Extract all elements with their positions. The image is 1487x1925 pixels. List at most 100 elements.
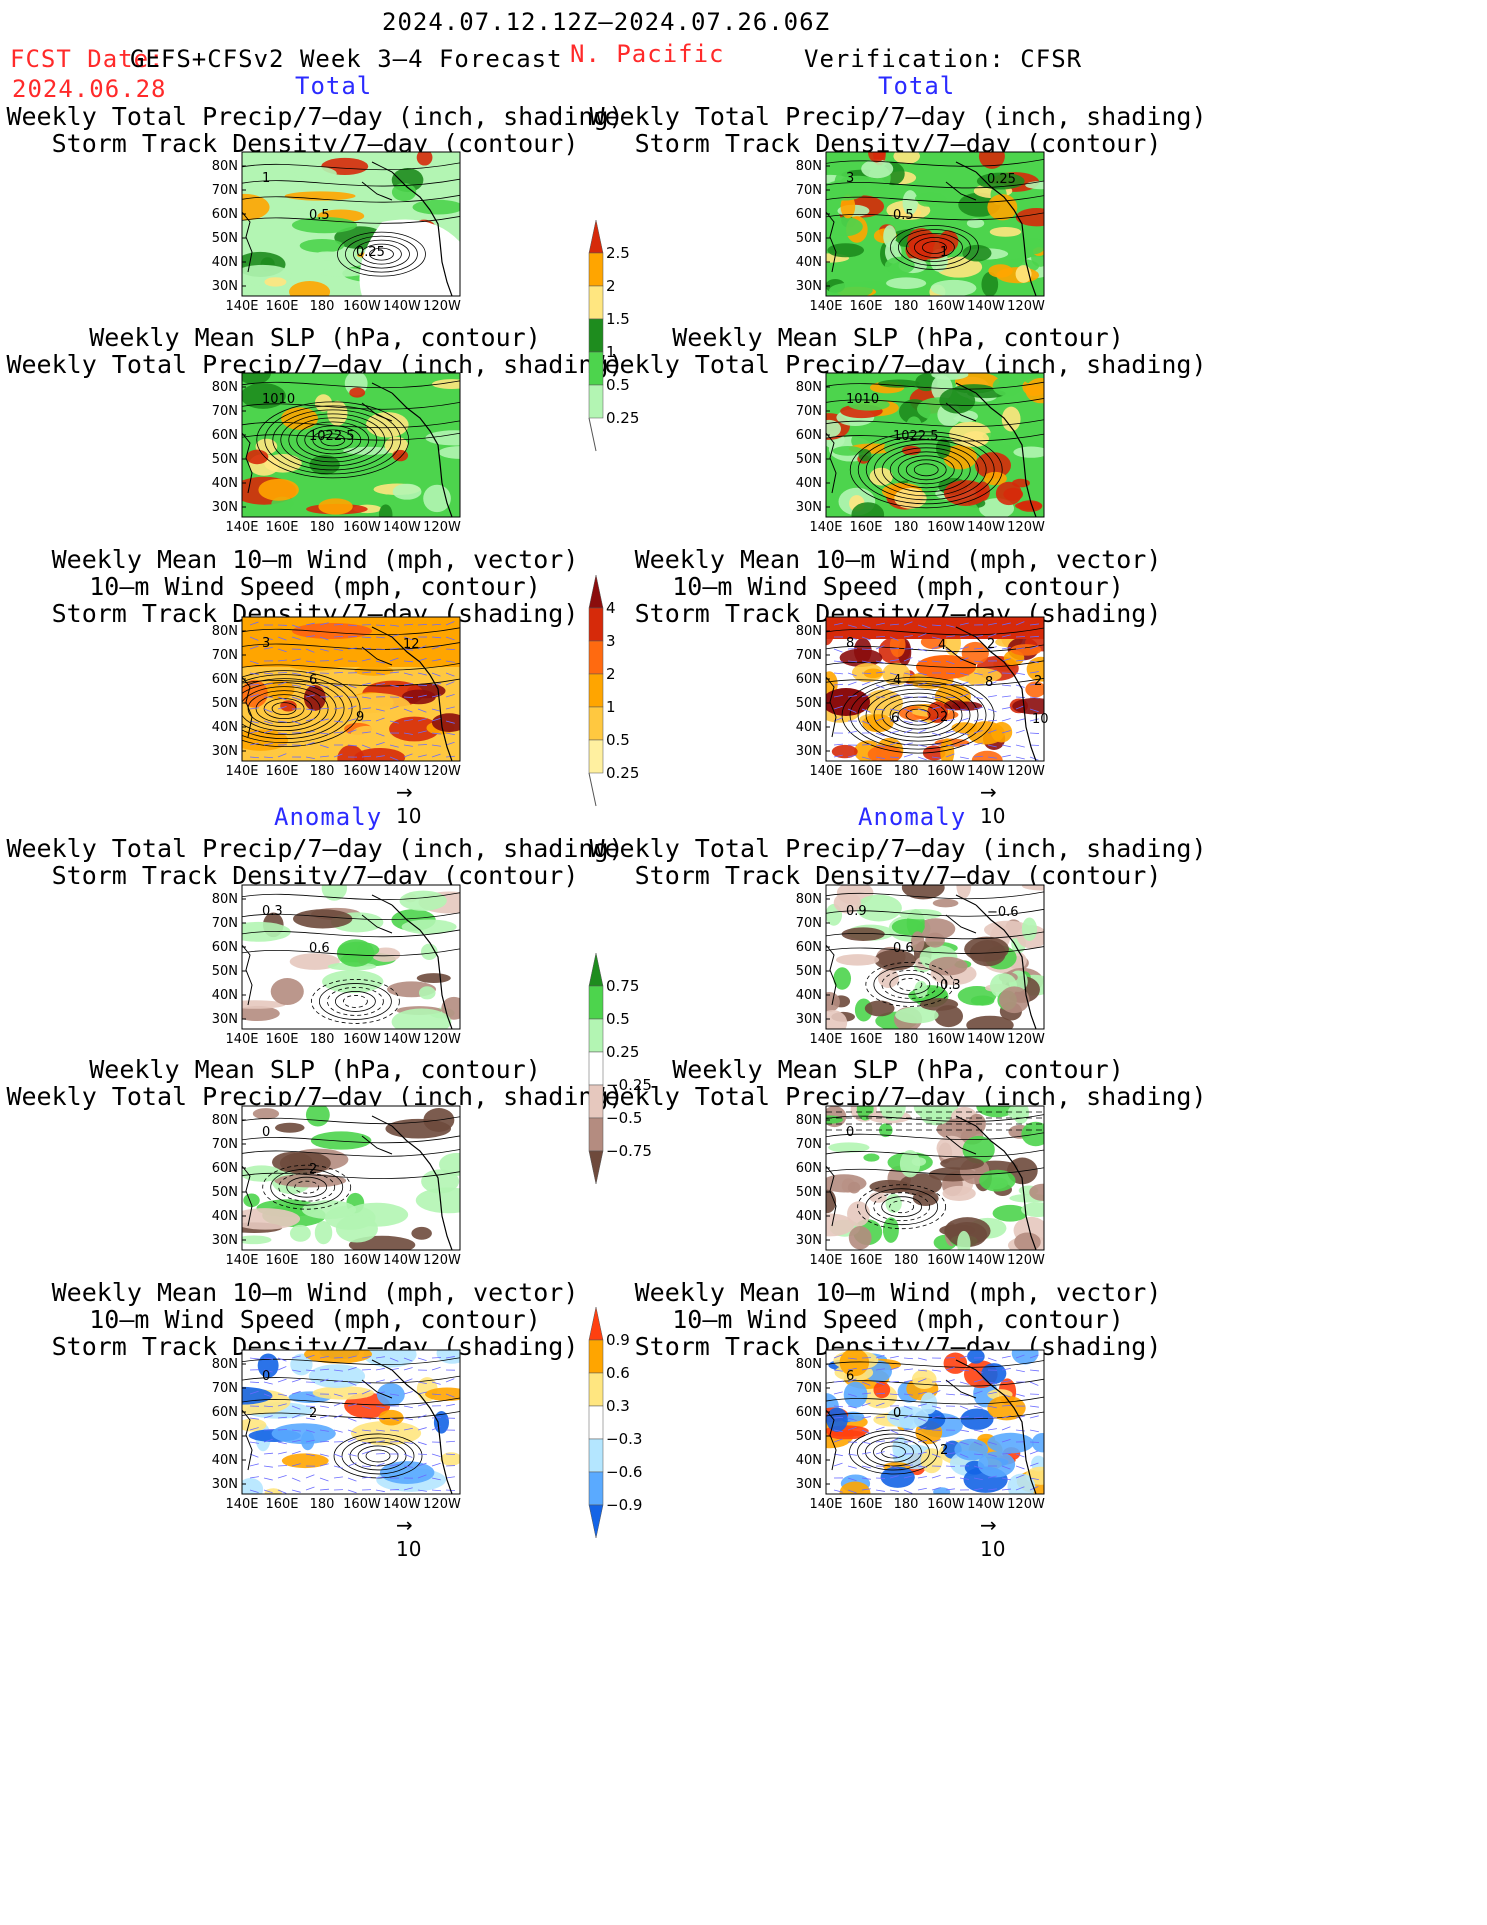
contour-label: 3 — [262, 636, 270, 651]
lat-tick-label: 70N — [212, 916, 238, 931]
title-v4: Weekly Total Precip/7–day (inch, shading… — [589, 834, 1207, 890]
lon-tick-label: 140W — [967, 1497, 1005, 1512]
lon-tick-label: 120W — [423, 1497, 461, 1512]
colorbar-precip-anom: 0.75 0.5 0.25 −0.25 −0.5 −0.75 — [588, 952, 658, 1197]
contour-label: 0 — [262, 1125, 270, 1140]
lon-tick-label: 180 — [310, 299, 335, 314]
lat-tick-label: 60N — [212, 207, 238, 222]
colorbar-label: 2 — [606, 277, 616, 295]
lat-tick-label: 50N — [796, 696, 822, 711]
lat-tick-label: 40N — [212, 988, 238, 1003]
lat-tick-label: 40N — [796, 1209, 822, 1224]
contour-label: 2 — [940, 1443, 948, 1458]
lon-tick-label: 140E — [225, 1032, 258, 1047]
contour-label: 0.5 — [309, 208, 330, 223]
lat-tick-label: 80N — [212, 1113, 238, 1128]
lon-tick-label: 180 — [310, 1032, 335, 1047]
lon-tick-label: 140E — [809, 520, 842, 535]
colorbar-label: 1 — [606, 698, 616, 716]
contour-label: 0.9 — [846, 904, 867, 919]
colorbar-label: 0.5 — [606, 376, 630, 394]
lat-tick-label: 70N — [796, 1137, 822, 1152]
lon-tick-label: 120W — [423, 1032, 461, 1047]
lon-tick-label: 160E — [265, 1497, 298, 1512]
lat-tick-label: 70N — [796, 916, 822, 931]
contour-label: 1010 — [262, 392, 295, 407]
lat-tick-label: 30N — [796, 1233, 822, 1248]
lon-tick-label: 140E — [225, 299, 258, 314]
lon-tick-label: 160W — [927, 1032, 965, 1047]
lat-tick-label: 70N — [796, 183, 822, 198]
contour-label: 6 — [846, 1369, 854, 1384]
lat-tick-label: 60N — [212, 428, 238, 443]
lat-tick-label: 60N — [796, 1405, 822, 1420]
lon-tick-label: 140E — [809, 1032, 842, 1047]
colorbar-label: 0.6 — [606, 1364, 630, 1382]
contour-label: 0.25 — [987, 172, 1016, 187]
lat-tick-label: 40N — [796, 720, 822, 735]
lon-tick-label: 140W — [383, 1032, 421, 1047]
colorbar-label: −0.6 — [606, 1463, 642, 1481]
contour-label: 4 — [938, 638, 946, 653]
lon-tick-label: 120W — [1007, 1032, 1045, 1047]
lat-tick-label: 80N — [212, 380, 238, 395]
lon-tick-label: 160W — [343, 1253, 381, 1268]
lon-tick-label: 140E — [809, 764, 842, 779]
lat-tick-label: 60N — [796, 940, 822, 955]
lat-tick-label: 50N — [212, 964, 238, 979]
lat-tick-label: 40N — [796, 1453, 822, 1468]
lat-tick-label: 40N — [796, 988, 822, 1003]
lon-tick-label: 180 — [894, 764, 919, 779]
colorbar-label: 0.25 — [606, 764, 639, 782]
colorbar-storm-total: 4 3 2 1 0.5 0.25 — [588, 574, 658, 819]
lon-tick-label: 140E — [225, 520, 258, 535]
lat-tick-label: 30N — [212, 1477, 238, 1492]
lon-tick-label: 180 — [310, 1497, 335, 1512]
contour-label: 0.6 — [309, 941, 330, 956]
lon-tick-label: 140W — [383, 299, 421, 314]
lon-tick-label: 140E — [809, 299, 842, 314]
vector-ref-v6: → 10 — [980, 1513, 1006, 1561]
contour-label: 3 — [846, 171, 854, 186]
contour-label: 0.25 — [356, 245, 385, 260]
lat-tick-label: 80N — [796, 892, 822, 907]
lat-tick-label: 60N — [212, 672, 238, 687]
lon-tick-label: 160E — [849, 520, 882, 535]
contour-label: 2 — [940, 710, 948, 725]
lon-tick-label: 160E — [265, 764, 298, 779]
title-v2: Weekly Mean SLP (hPa, contour) Weekly Tot… — [589, 323, 1207, 379]
lat-tick-label: 50N — [796, 452, 822, 467]
left-total-label: Total — [295, 72, 373, 100]
lat-tick-label: 80N — [796, 1113, 822, 1128]
lat-tick-label: 50N — [796, 1429, 822, 1444]
verification-label: Verification: CFSR — [804, 45, 1083, 73]
lon-tick-label: 160E — [849, 764, 882, 779]
colorbar-label: 0.5 — [606, 1010, 630, 1028]
lat-tick-label: 30N — [796, 500, 822, 515]
map-p2: 1010 1022.5 80N 70N 60N 50N 40N 30N 140E 160E 180 1… — [212, 372, 470, 543]
lon-tick-label: 180 — [310, 1253, 335, 1268]
left-anomaly-label: Anomaly — [274, 803, 383, 831]
lat-tick-label: 40N — [212, 720, 238, 735]
lat-tick-label: 80N — [796, 1357, 822, 1372]
contour-label: 0.6 — [893, 941, 914, 956]
product-title: GEFS+CFSv2 Week 3–4 Forecast — [130, 45, 563, 73]
lat-tick-label: 30N — [212, 1233, 238, 1248]
vector-ref-p6: → 10 — [396, 1513, 422, 1561]
contour-label: 1022.5 — [309, 429, 355, 444]
lat-tick-label: 70N — [212, 1137, 238, 1152]
right-total-label: Total — [878, 72, 956, 100]
lat-tick-label: 30N — [796, 1477, 822, 1492]
lat-tick-label: 50N — [796, 1185, 822, 1200]
lon-tick-label: 140W — [967, 299, 1005, 314]
lat-tick-label: 30N — [796, 744, 822, 759]
lon-tick-label: 140W — [383, 1253, 421, 1268]
lat-tick-label: 80N — [796, 380, 822, 395]
colorbar-label: −0.9 — [606, 1496, 642, 1514]
lon-tick-label: 140W — [967, 1032, 1005, 1047]
map-v3: 8 4 2 2 2 6 4 8 10 80N 70N 60N 50N 40N 30N 140E 160E 180 1… — [796, 616, 1054, 787]
lon-tick-label: 120W — [1007, 1253, 1045, 1268]
lat-tick-label: 80N — [796, 159, 822, 174]
lon-tick-label: 180 — [894, 1032, 919, 1047]
vector-ref-p3: → 10 — [396, 780, 422, 828]
